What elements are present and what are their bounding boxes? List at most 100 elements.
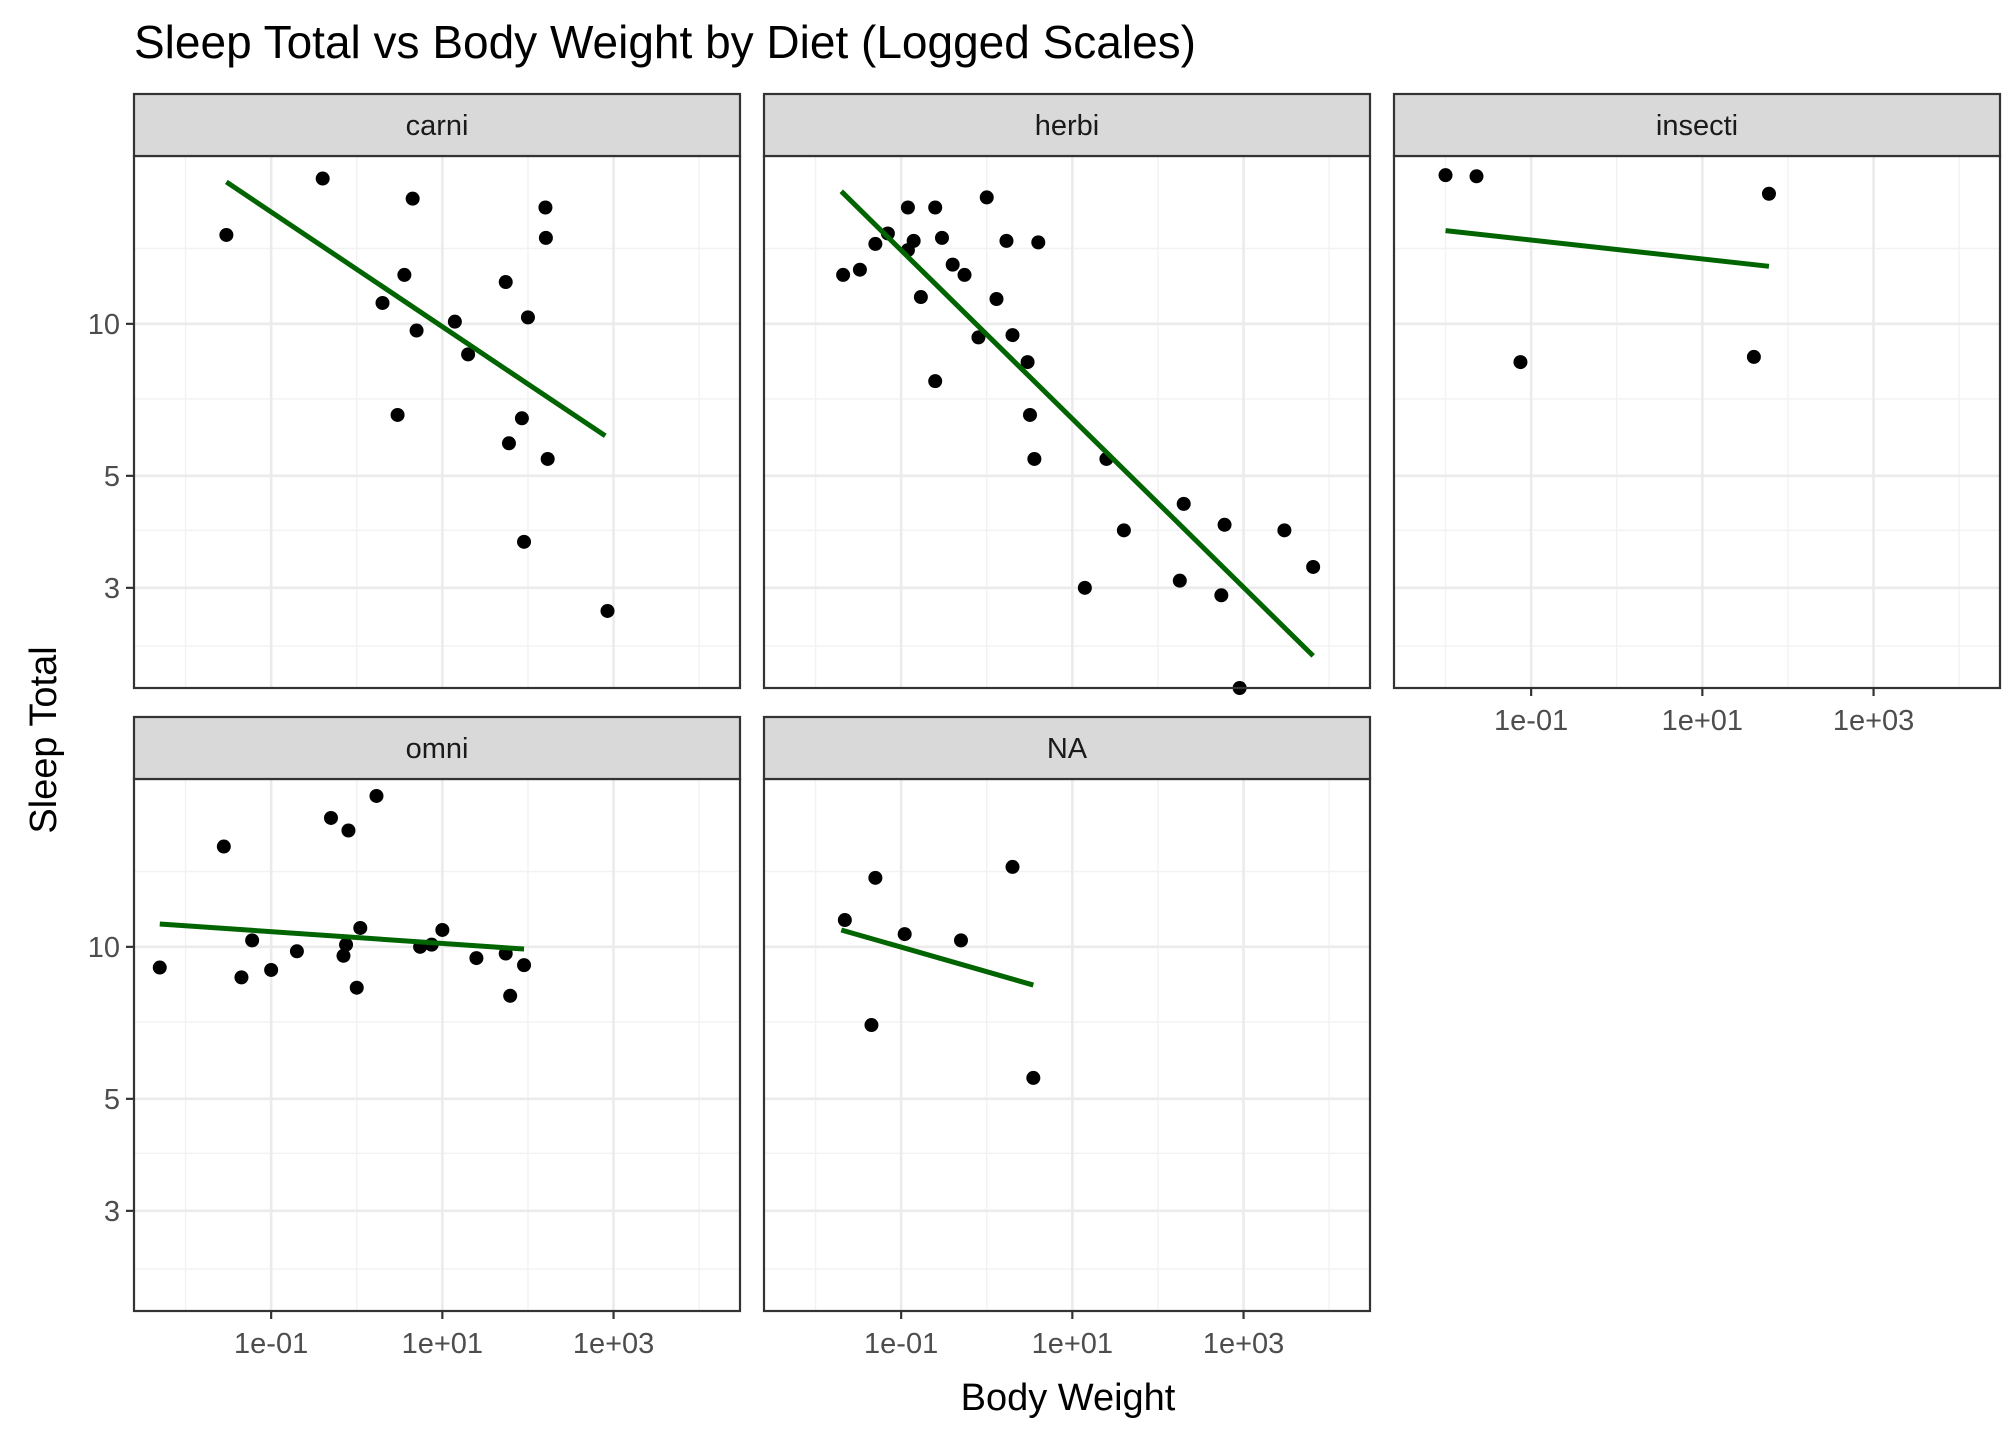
data-point xyxy=(1214,588,1229,603)
facet-panel-herbi: herbi xyxy=(762,92,1372,695)
data-point xyxy=(1277,523,1292,538)
data-point xyxy=(1513,355,1528,370)
facet-panel-omni: omni 1e-01 1e+01 1e+03 3 5 10 xyxy=(88,715,742,1360)
data-point xyxy=(1469,169,1484,184)
x-tick-label: 1e-01 xyxy=(1494,705,1568,737)
data-point xyxy=(264,962,279,977)
data-point xyxy=(913,290,928,305)
data-point xyxy=(1176,496,1191,511)
x-tick-label: 1e+01 xyxy=(1032,1328,1113,1360)
data-point xyxy=(945,257,960,272)
x-tick-label: 1e+03 xyxy=(1833,705,1914,737)
data-point xyxy=(979,190,994,205)
y-tick-label: 3 xyxy=(104,1196,120,1228)
data-point xyxy=(1027,451,1042,466)
data-point xyxy=(953,933,968,948)
panel-background xyxy=(764,779,1370,1311)
data-point xyxy=(315,171,330,186)
x-tick-label: 1e+01 xyxy=(402,1328,483,1360)
data-point xyxy=(1005,328,1020,343)
data-point xyxy=(498,275,513,290)
facet-strip-label: omni xyxy=(406,733,469,765)
data-point xyxy=(520,310,535,325)
data-point xyxy=(1306,559,1321,574)
data-point xyxy=(928,200,943,215)
data-point xyxy=(469,951,484,966)
panel-background xyxy=(1394,156,2000,688)
data-point xyxy=(405,191,420,206)
panel-background xyxy=(134,156,740,688)
data-point xyxy=(900,200,915,215)
data-point xyxy=(514,411,529,426)
data-point xyxy=(409,323,424,338)
facet-strip xyxy=(132,92,742,158)
facet-strip xyxy=(762,715,1372,781)
data-point xyxy=(349,980,364,995)
data-point xyxy=(216,839,231,854)
data-point xyxy=(897,927,912,942)
data-point xyxy=(501,436,516,451)
data-point xyxy=(461,347,476,362)
data-point xyxy=(1005,859,1020,874)
data-point xyxy=(971,330,986,345)
y-axis-title: Sleep Total xyxy=(23,646,65,833)
trend-line xyxy=(159,921,525,952)
facet-panel-na: NA 1e-01 1e+01 1e+03 xyxy=(762,715,1372,1360)
data-point xyxy=(1116,523,1131,538)
data-point xyxy=(934,230,949,245)
x-tick-label: 1e+03 xyxy=(573,1328,654,1360)
data-point xyxy=(447,314,462,329)
data-point xyxy=(1761,186,1776,201)
data-point xyxy=(836,267,851,282)
facet-strip-label: NA xyxy=(1047,733,1088,765)
data-point xyxy=(517,958,532,973)
data-point xyxy=(864,1018,879,1033)
x-axis-title: Body Weight xyxy=(961,1377,1176,1419)
trend-line xyxy=(839,189,1315,658)
y-tick-label: 5 xyxy=(104,461,120,493)
facet-strip xyxy=(1392,92,2002,158)
trend-line xyxy=(840,927,1035,988)
data-point xyxy=(1077,580,1092,595)
data-point xyxy=(397,267,412,282)
panel-background xyxy=(134,779,740,1311)
data-point xyxy=(868,236,883,251)
data-point xyxy=(1022,407,1037,422)
data-point xyxy=(837,913,852,928)
data-point xyxy=(1026,1070,1041,1085)
data-point xyxy=(1172,573,1187,588)
chart-title: Sleep Total vs Body Weight by Diet (Logg… xyxy=(134,16,1196,68)
data-point xyxy=(435,922,450,937)
data-point xyxy=(336,948,351,963)
facet-strip xyxy=(132,715,742,781)
data-point xyxy=(369,788,384,803)
facet-strip-label: herbi xyxy=(1035,110,1100,142)
data-point xyxy=(928,374,943,389)
x-tick-label: 1e+01 xyxy=(1662,705,1743,737)
data-point xyxy=(538,230,553,245)
y-tick-label: 10 xyxy=(88,309,120,341)
data-point xyxy=(1031,235,1046,250)
trend-line xyxy=(224,179,607,438)
data-point xyxy=(152,960,167,975)
data-point xyxy=(375,295,390,310)
facet-panel-carni: carni 3 5 10 xyxy=(88,92,742,690)
panel-background xyxy=(764,156,1370,688)
data-point xyxy=(989,291,1004,306)
data-point xyxy=(540,451,555,466)
data-point xyxy=(1020,355,1035,370)
data-point xyxy=(957,267,972,282)
data-point xyxy=(1217,517,1232,532)
facet-strip-label: insecti xyxy=(1656,110,1738,142)
data-point xyxy=(517,534,532,549)
data-point xyxy=(339,937,354,952)
x-tick-label: 1e-01 xyxy=(234,1328,308,1360)
data-point xyxy=(1438,168,1453,183)
y-tick-label: 10 xyxy=(88,932,120,964)
y-tick-label: 5 xyxy=(104,1084,120,1116)
data-point xyxy=(323,810,338,825)
data-point xyxy=(852,262,867,277)
data-point xyxy=(1746,349,1761,364)
data-point xyxy=(353,920,368,935)
data-point xyxy=(503,988,518,1003)
